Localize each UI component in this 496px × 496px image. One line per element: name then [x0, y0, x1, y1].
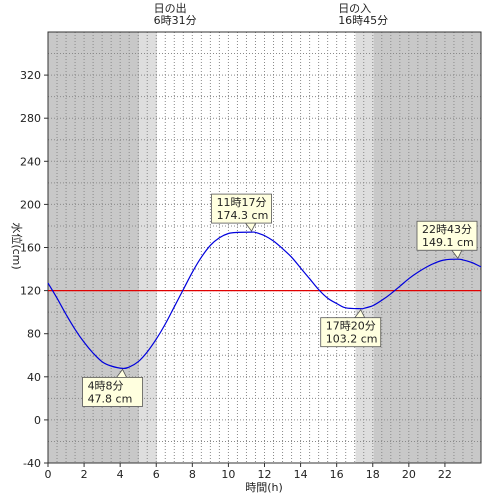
x-tick-labels: 0 2 4 6 8 10 12 14 16 18 20 22	[45, 463, 452, 481]
y-axis-label: 水位(cm)	[10, 222, 24, 269]
callout-box	[211, 193, 272, 224]
x-tick-label: 10	[221, 468, 235, 481]
callout-value: 174.3 cm	[217, 209, 269, 222]
x-tick-label: 22	[438, 468, 452, 481]
y-tick-label: 120	[20, 285, 41, 298]
x-tick-label: 2	[81, 468, 88, 481]
x-tick-label: 0	[45, 468, 52, 481]
callout-box	[416, 220, 478, 251]
callout-box	[320, 317, 382, 348]
callout-box	[82, 376, 143, 407]
sun-event-time: 6時31分	[154, 14, 197, 27]
y-tick-label: 240	[20, 155, 41, 168]
y-tick-label: 280	[20, 112, 41, 125]
callout-time: 11時17分	[217, 196, 267, 209]
day-band	[157, 32, 356, 463]
y-tick-labels: -40 0 40 80 120 160 200 240 280 320	[20, 69, 48, 470]
twilight-band	[139, 32, 158, 463]
callout-time: 22時43分	[422, 223, 472, 236]
x-tick-label: 4	[117, 468, 124, 481]
callout-time: 17時20分	[326, 320, 376, 333]
x-tick-label: 18	[366, 468, 380, 481]
callout-value: 149.1 cm	[422, 236, 474, 249]
x-tick-label: 8	[189, 468, 196, 481]
twilight-band	[355, 32, 374, 463]
y-tick-label: 40	[27, 371, 41, 384]
y-tick-label: 0	[34, 414, 41, 427]
y-tick-label: 160	[20, 242, 41, 255]
x-axis-label: 時間(h)	[245, 481, 283, 494]
callout-value: 103.2 cm	[326, 333, 378, 346]
sun-event-title: 日の入	[338, 2, 371, 15]
x-tick-label: 20	[402, 468, 416, 481]
y-tick-label: 320	[20, 69, 41, 82]
day-night-bands	[48, 32, 481, 463]
x-tick-label: 12	[258, 468, 272, 481]
x-tick-label: 16	[330, 468, 344, 481]
y-tick-label: 200	[20, 198, 41, 211]
callout-time: 4時8分	[88, 379, 124, 392]
x-tick-label: 14	[294, 468, 308, 481]
callout-value: 47.8 cm	[88, 392, 133, 405]
sun-event-title: 日の出	[154, 1, 187, 15]
x-tick-label: 6	[153, 468, 160, 481]
sun-event-time: 16時45分	[338, 14, 388, 27]
y-tick-label: 80	[27, 328, 41, 341]
horizontal-gridlines	[48, 53, 481, 442]
y-tick-label: -40	[23, 457, 41, 470]
tide-level-line	[47, 231, 482, 370]
